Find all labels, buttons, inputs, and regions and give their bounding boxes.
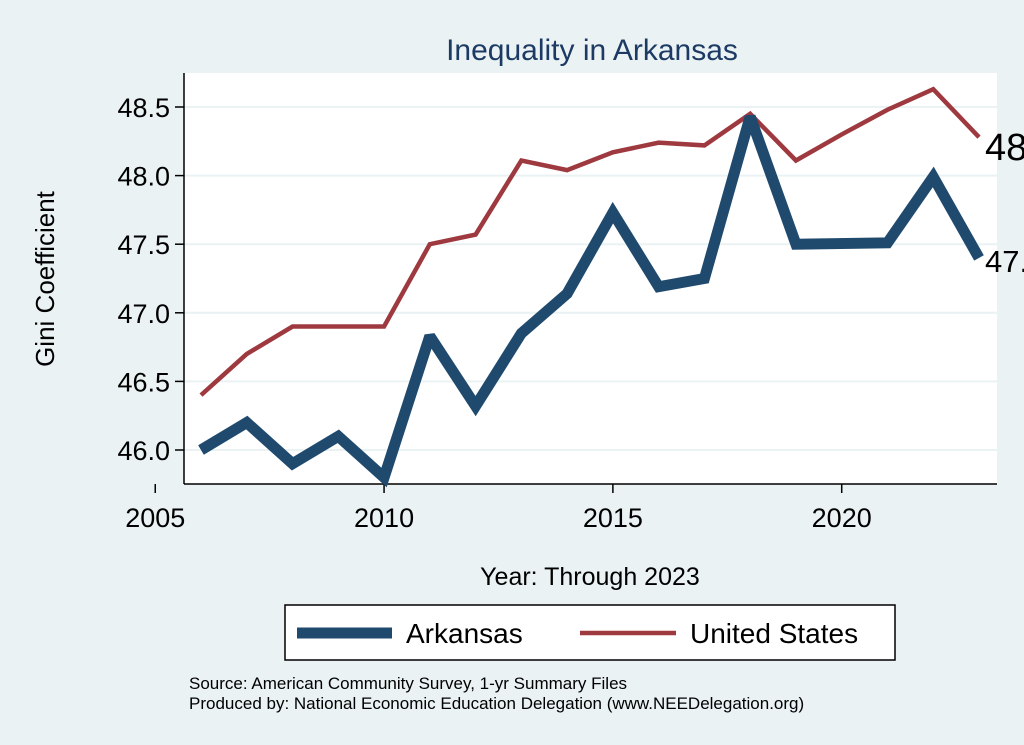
label-layer: 47.4 48.3 — [985, 127, 1024, 279]
source-note: Source: American Community Survey, 1-yr … — [189, 674, 627, 693]
legend-label-united-states: United States — [690, 618, 858, 649]
y-tick-label: 48.0 — [117, 162, 170, 192]
end-label-arkansas: 47.4 — [985, 244, 1024, 279]
x-tick-label: 2015 — [583, 503, 643, 533]
series-layer — [198, 86, 984, 488]
y-tick-label: 48.5 — [117, 93, 170, 123]
chart-title: Inequality in Arkansas — [446, 34, 738, 67]
end-label-united-states: 48.3 — [985, 127, 1024, 169]
plot-area — [184, 73, 997, 484]
producer-note: Produced by: National Economic Education… — [189, 694, 804, 713]
y-tick-label: 47.0 — [117, 299, 170, 329]
axis-layer: 46.0 46.5 47.0 47.5 48.0 48.5 2005 2010 2015 2020… — [117, 73, 997, 533]
series-line-united-states — [199, 86, 981, 397]
series-line-arkansas — [198, 114, 984, 488]
y-tick-label: 46.5 — [117, 367, 170, 397]
x-tick-label: 2005 — [125, 503, 185, 533]
legend-label-arkansas: Arkansas — [406, 618, 523, 649]
y-tick-label: 46.0 — [117, 436, 170, 466]
x-tick-label: 2020 — [812, 503, 872, 533]
x-tick-label: 2010 — [354, 503, 414, 533]
y-tick-label: 47.5 — [117, 230, 170, 260]
x-axis-label: Year: Through 2023 — [480, 563, 700, 591]
legend: Arkansas United States — [284, 604, 896, 661]
y-axis-label: Gini Coefficient — [30, 190, 60, 367]
